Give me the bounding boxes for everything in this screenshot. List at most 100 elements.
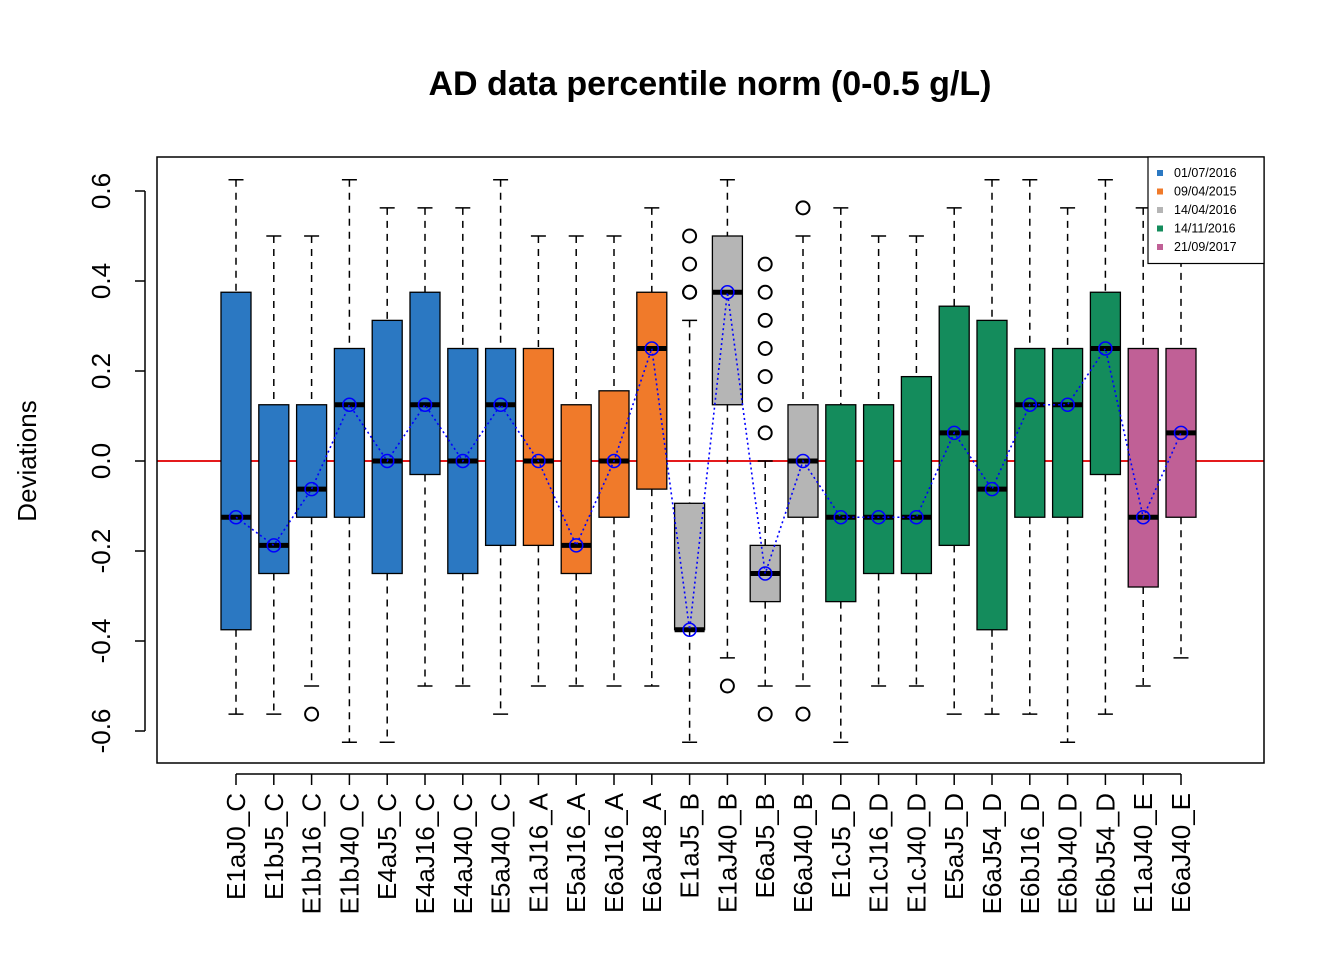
outlier-point	[682, 228, 698, 244]
x-tick-label: E5aJ16_A	[561, 792, 591, 913]
legend-swatch	[1157, 244, 1163, 250]
plot-frame	[156, 156, 1265, 764]
y-tick-label: -0.6	[86, 709, 116, 754]
y-tick-label: 0.0	[86, 443, 116, 479]
x-tick-label: E1aJ16_A	[523, 792, 553, 913]
x-tick-label: E4aJ40_C	[448, 793, 478, 914]
box-body	[825, 404, 857, 603]
box-E1aJ40_E	[1127, 207, 1159, 687]
box-body	[522, 347, 555, 547]
outlier-point	[757, 284, 773, 300]
legend-label: 14/04/2016	[1174, 203, 1237, 217]
outlier-point	[757, 312, 773, 328]
x-tick-label: E6aJ40_E	[1166, 793, 1196, 913]
x-tick-label: E1bJ5_C	[259, 793, 289, 900]
outlier-point	[757, 341, 773, 356]
box-E1aJ16_A	[522, 235, 555, 687]
median-marker	[342, 397, 357, 413]
x-tick-label: E6bJ16_D	[1015, 793, 1045, 914]
x-tick-label: E6bJ54_D	[1090, 793, 1120, 914]
box-body	[560, 404, 592, 575]
median-marker	[1173, 425, 1189, 441]
box-body	[976, 319, 1008, 631]
legend-box	[1147, 156, 1265, 265]
median-marker	[757, 566, 773, 581]
median-marker	[568, 538, 584, 553]
x-tick-label: E1bJ40_C	[334, 793, 364, 914]
box-body	[258, 404, 290, 575]
y-tick-label: -0.4	[86, 619, 116, 664]
legend-label: 14/11/2016	[1174, 222, 1236, 236]
legend-swatch	[1157, 225, 1163, 232]
outlier-point	[757, 256, 773, 272]
box-E6aJ5_B	[749, 256, 781, 722]
median-marker	[531, 453, 546, 469]
legend-swatch	[1157, 170, 1163, 176]
box-body	[333, 347, 366, 518]
x-tick-label: E6aJ16_A	[599, 792, 629, 913]
box-body	[862, 404, 895, 575]
median-marker	[1022, 397, 1038, 413]
median-marker	[871, 509, 886, 525]
median-marker	[455, 453, 471, 469]
median-marker	[946, 425, 962, 441]
median-marker	[1098, 341, 1113, 356]
x-tick-label: E6aJ5_B	[750, 793, 780, 899]
box-E4aJ16_C	[409, 207, 441, 687]
box-E1bJ16_C	[295, 235, 328, 722]
box-body	[1014, 347, 1046, 518]
box-E5aJ40_C	[484, 179, 517, 715]
x-tick-label: E1bJ16_C	[297, 793, 327, 914]
median-marker	[1060, 397, 1075, 413]
box-body	[1051, 347, 1084, 518]
box-body	[371, 319, 403, 575]
median-marker	[720, 284, 735, 300]
box-E6bJ54_D	[1089, 179, 1122, 715]
box-E6bJ16_D	[1014, 179, 1046, 715]
outlier-point	[682, 256, 698, 272]
median-marker	[417, 397, 433, 413]
outlier-point	[757, 425, 773, 441]
median-marker	[833, 509, 849, 525]
x-tick-label: E1cJ5_D	[826, 793, 856, 899]
median-marker	[228, 509, 244, 525]
box-body	[636, 291, 668, 490]
median-marker	[644, 341, 660, 356]
legend-swatch	[1157, 207, 1163, 213]
y-tick-label: -0.2	[86, 529, 116, 574]
box-E6bJ40_D	[1051, 207, 1084, 743]
median-marker	[1135, 509, 1151, 525]
box-body	[900, 375, 933, 575]
box-E4aJ5_C	[371, 207, 403, 743]
box-body	[673, 502, 706, 631]
outlier-point	[304, 706, 320, 722]
x-tick-label: E1aJ40_B	[712, 793, 742, 913]
chart-title: AD data percentile norm (0-0.5 g/L)	[429, 65, 992, 103]
median-marker	[909, 509, 924, 525]
box-E6aJ40_E	[1165, 207, 1197, 659]
x-tick-label: E1aJ0_C	[221, 793, 251, 900]
y-axis-label: Deviations	[12, 400, 42, 521]
x-tick-label: E1aJ40_E	[1128, 793, 1158, 913]
outlier-point	[757, 397, 773, 413]
outlier-point	[795, 706, 811, 722]
plot-area: -0.6 -0.4 -0.2 0.0 0.2 0.4 0.6 E1aJ0_C E1bJ5_C E1…	[86, 173, 1264, 914]
box-E1aJ40_B	[711, 179, 744, 694]
median-marker	[682, 622, 697, 638]
legend-label: 01/07/2016	[1174, 166, 1237, 180]
box-E5aJ16_A	[560, 235, 592, 687]
y-tick-label: 0.2	[86, 353, 116, 389]
x-tick-label: E4aJ16_C	[410, 793, 440, 914]
box-E1cJ40_D	[900, 235, 933, 687]
legend: 01/07/2016 09/04/2015 14/04/2016 14/11/2016…	[1147, 156, 1265, 265]
median-connector-line	[235, 292, 1182, 630]
x-tick-label: E1cJ16_D	[864, 793, 894, 913]
x-tick-label: E5aJ5_D	[939, 793, 969, 900]
y-tick-label: 0.6	[86, 173, 116, 209]
median-marker	[266, 538, 282, 553]
outlier-point	[682, 284, 698, 300]
x-tick-label: E6aJ40_B	[788, 793, 818, 913]
box-E1bJ5_C	[258, 235, 290, 715]
outlier-point	[795, 200, 811, 216]
